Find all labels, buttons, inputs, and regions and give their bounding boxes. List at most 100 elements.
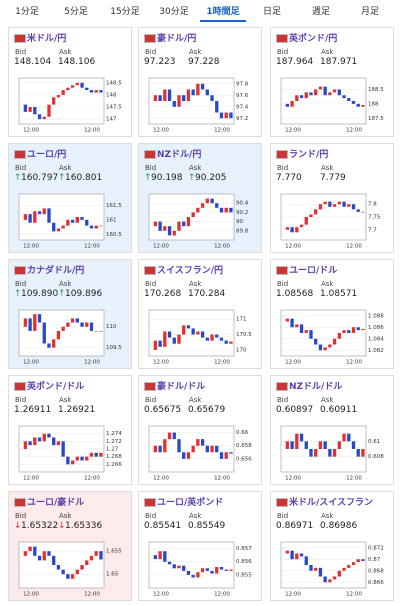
pair-name[interactable]: ランド/円 [289,150,329,160]
tab[interactable]: 30分足 [159,7,189,17]
candle [89,555,94,561]
pair-name[interactable]: 豪ドル/ドル [157,382,206,392]
rate-card[interactable]: ユーロ/豪ドル Bid Ask ↓ 1.65322 ↓ 1.65336 1.655 1.65 12… [8,491,132,601]
pair-name[interactable]: ユーロ/ドル [289,266,338,276]
candle [23,214,28,220]
tab[interactable]: 5分足 [64,7,88,17]
tab[interactable]: 1時間足 [200,4,246,22]
rate-card[interactable]: 米ドル/スイスフラン Bid Ask 0.86971 0.86986 0.872 0.87 0… [270,491,394,601]
pair-name[interactable]: NZドル/ドル [289,382,343,392]
rate-card[interactable]: ユーロ/ドル Bid Ask 1.08568 1.08571 1.088 1.086 1.08… [270,259,394,369]
pair-name[interactable]: ユーロ/円 [27,150,67,160]
candle [347,204,351,207]
y-tick-label: 147 [106,117,117,123]
candle [52,97,56,105]
pair-name[interactable]: NZドル/円 [157,150,202,160]
x-tick-label: 12:00 [153,476,169,482]
tab[interactable]: 15分足 [110,7,140,17]
trend-arrow: ↓ [58,521,66,531]
x-tick-label: 12:00 [153,360,169,366]
trend-arrow: ↑ [58,289,66,299]
candle [215,566,219,574]
tab[interactable]: 月足 [360,7,379,17]
candle [347,98,351,101]
pair-name[interactable]: ユーロ/英ポンド [157,498,224,508]
candle [75,217,79,223]
bid-label: Bid [15,396,27,404]
bid-price: 7.770 [276,173,302,183]
candle [290,227,294,233]
tab[interactable]: 週足 [311,7,330,17]
candle [182,452,186,459]
candle [196,207,200,213]
y-tick-label: 0.608 [368,454,384,460]
candle [219,207,224,213]
candle [295,227,299,233]
candle [295,553,299,560]
bid-label: Bid [277,164,289,172]
candle [47,343,51,348]
candle [229,341,233,344]
x-tick-label: 12:00 [214,244,230,250]
rate-card[interactable]: カナダドル/円 Bid Ask ↑ 109.890 ↑ 109.896 110 109.5 12:… [8,259,132,369]
y-tick-label: 0.868 [368,568,384,574]
mini-chart: 0.872 0.87 0.868 0.866 12:00 12:00 [280,541,384,598]
pair-name[interactable]: スイスフラン/円 [157,266,224,276]
pair-name[interactable]: 英ポンド/ドル [27,382,85,392]
rate-card[interactable]: 豪ドル/円 Bid Ask 97.223 97.228 97.8 97.6 97.4 97.2 1… [138,27,262,137]
x-tick-label: 12:00 [346,476,362,482]
rate-card[interactable]: NZドル/円 Bid Ask ↑ 90.198 ↑ 90.205 90.4 90.2 90 89.8… [138,143,262,253]
rate-card[interactable]: ランド/円 Bid Ask 7.770 7.779 7.8 7.75 7.7 12:00 12:0… [270,143,394,253]
y-tick-label: 0.855 [236,572,252,578]
ask-label: Ask [321,396,334,404]
tab[interactable]: 日足 [262,7,281,17]
pair-name[interactable]: 米ドル/円 [27,34,67,44]
rate-card[interactable]: 英ポンド/ドル Bid Ask 1.26911 1.26921 1.274 1.272 1.2… [8,375,132,485]
candle [224,569,228,571]
rate-card[interactable]: 豪ドル/ドル Bid Ask 0.65675 0.65679 0.66 0.658 0.656… [138,375,262,485]
candle [61,441,65,457]
y-tick-label: 7.8 [368,202,377,208]
candle [70,85,75,88]
candle [177,565,181,569]
candle [61,225,65,229]
candle [342,201,346,207]
ask-label: Ask [189,48,202,56]
bid-label: Bid [277,396,289,404]
candle [89,225,94,229]
chart-frame [18,309,105,357]
ask-label: Ask [59,48,72,56]
candle [182,565,186,571]
candle [337,201,341,205]
candle [285,550,290,554]
candle [70,318,75,323]
rate-card[interactable]: 米ドル/円 Bid Ask 148.104 148.106 148.5 148 147.5 14… [8,27,132,137]
trend-arrow: ↑ [144,173,152,183]
candle [290,441,294,449]
rate-card[interactable]: スイスフラン/円 Bid Ask 170.268 170.284 171 170.5 170 1… [138,259,262,369]
rate-card[interactable]: NZドル/ドル Bid Ask 0.60897 0.60911 0.61 0.608 12:0… [270,375,394,485]
y-tick-label: 1.268 [106,454,122,460]
candle [295,433,299,449]
candle [309,330,313,339]
candle [33,437,37,446]
tab[interactable]: 1分足 [15,7,39,17]
rate-card[interactable]: ユーロ/円 Bid Ask ↑ 160.797 ↑ 160.801 161.5 161 160.5… [8,143,132,253]
candle [177,334,181,344]
rate-card[interactable]: ユーロ/英ポンド Bid Ask 0.85541 0.85549 0.857 0.856 0.… [138,491,262,601]
ask-price: 0.65679 [188,405,226,415]
pair-name[interactable]: カナダドル/円 [27,266,85,276]
candle [328,344,332,348]
candle [356,559,360,563]
pair-name[interactable]: 豪ドル/円 [157,34,197,44]
y-tick-label: 0.866 [368,580,384,586]
pair-name[interactable]: 米ドル/スイスフラン [289,498,374,508]
y-tick-label: 0.658 [236,443,252,449]
x-tick-label: 12:00 [285,244,301,250]
pair-name[interactable]: ユーロ/豪ドル [27,498,85,508]
pair-name[interactable]: 英ポンド/円 [289,34,338,44]
rate-card[interactable]: 英ポンド/円 Bid Ask 187.964 187.971 188.5 188 187.5 1… [270,27,394,137]
ask-price: 170.284 [188,289,226,299]
mini-chart: 1.274 1.272 1.271.268 1.266 12:00 12:00 [18,425,122,482]
candle [323,441,327,449]
